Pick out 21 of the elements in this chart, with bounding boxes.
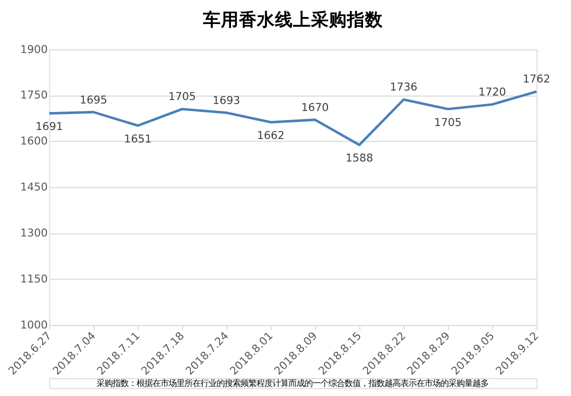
data-label: 1762 [522, 72, 550, 86]
data-label: 1588 [346, 152, 374, 165]
data-label: 1695 [80, 93, 108, 106]
data-label: 1693 [212, 94, 240, 107]
data-label: 1705 [168, 90, 196, 104]
y-tick-label: 1450 [20, 180, 48, 194]
text: 采购指数：根据在市场里所在行业的搜索频繁程度计算而成的一个综合数值，指数越高表示在市场的采购量越多 [96, 378, 488, 388]
data-label: 1736 [390, 80, 418, 94]
data-label: 1705 [434, 116, 462, 129]
y-tick-label: 1900 [20, 42, 48, 56]
y-tick-label: 1000 [20, 318, 48, 332]
data-label: 1691 [35, 120, 63, 134]
y-tick-label: 1300 [20, 226, 48, 240]
data-label: 1670 [301, 100, 329, 114]
chart-title: 车用香水线上采购指数 [202, 10, 384, 31]
y-tick-label: 1600 [20, 134, 48, 148]
data-label: 1651 [124, 132, 152, 146]
data-label: 1720 [478, 86, 506, 99]
y-tick-label: 1150 [20, 272, 48, 286]
y-tick-label: 1750 [20, 88, 48, 102]
data-label: 1662 [256, 128, 284, 142]
